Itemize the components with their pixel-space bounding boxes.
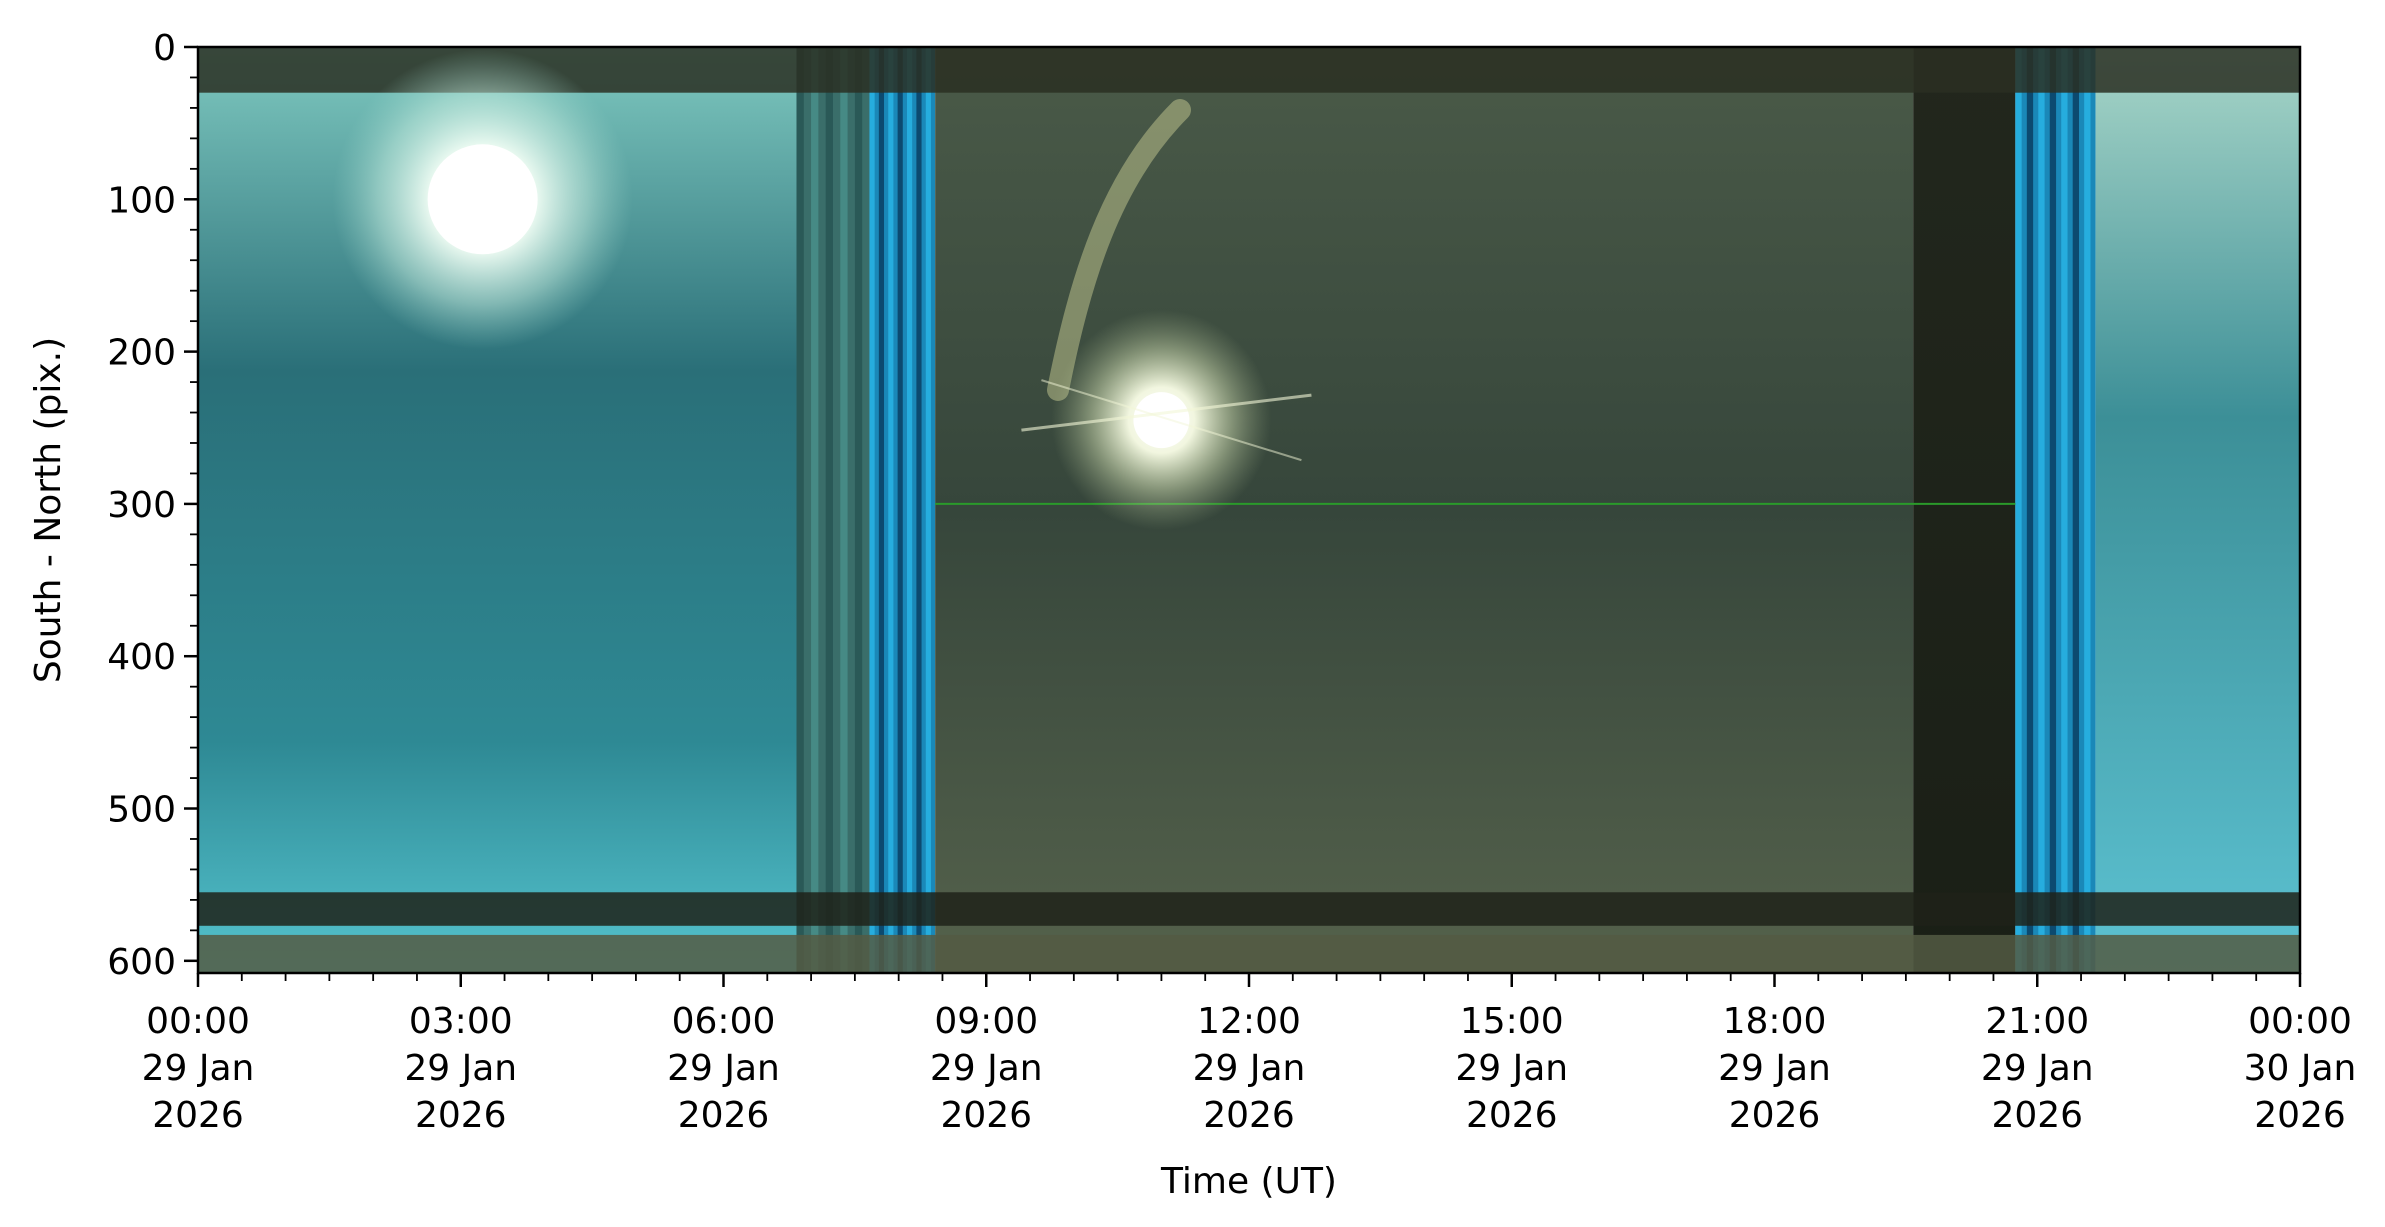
image-stripe [2038, 47, 2045, 973]
x-tick-label-line: 18:00 [1723, 1001, 1827, 1042]
image-stripe [854, 47, 863, 973]
image-stripe [916, 47, 922, 973]
x-tick-label-line: 29 Jan [930, 1048, 1043, 1089]
heatmap-image [198, 47, 2300, 973]
image-stripe [811, 47, 819, 973]
image-band [2095, 47, 2300, 973]
x-tick-label: 21:00 29 Jan 2026 [1981, 1001, 2094, 1136]
y-axis-title: South - North (pix.) [28, 337, 69, 683]
x-tick-label-line: 2026 [678, 1095, 770, 1136]
image-band [935, 47, 1914, 973]
x-tick-label: 15:00 29 Jan 2026 [1455, 1001, 1568, 1136]
image-band [1913, 47, 2016, 973]
image-stripe [2084, 47, 2091, 973]
x-tick-label-line: 2026 [940, 1095, 1032, 1136]
image-stripe [907, 47, 913, 973]
image-stripe [825, 47, 833, 973]
x-tick-label-line: 21:00 [1985, 1001, 2089, 1042]
image-stripe [925, 47, 931, 973]
y-tick-label: 0 [153, 28, 176, 69]
x-tick-label-line: 29 Jan [1981, 1048, 2094, 1089]
x-tick-label-line: 12:00 [1197, 1001, 1301, 1042]
image-stripe [840, 47, 848, 973]
sun-core [427, 144, 538, 255]
image-horizontal-band [198, 934, 2300, 973]
y-tick-label: 200 [107, 333, 176, 374]
y-axis: 0 100 200 300 400 500 600 [107, 28, 198, 983]
moon-flare [1021, 393, 1312, 432]
x-tick-label: 18:00 29 Jan 2026 [1718, 1001, 1831, 1136]
moon-core [1133, 392, 1190, 449]
x-tick-label-line: 30 Jan [2244, 1048, 2357, 1089]
x-tick-label: 12:00 29 Jan 2026 [1193, 1001, 1306, 1136]
image-stripe [796, 47, 804, 973]
image-stripe [878, 47, 885, 973]
y-tick-label: 400 [107, 637, 176, 678]
x-tick-label: 06:00 29 Jan 2026 [667, 1001, 780, 1136]
image-stripe [888, 47, 894, 973]
x-tick-label-line: 2026 [1203, 1095, 1295, 1136]
image-stripe [2015, 47, 2022, 973]
x-tick-label-line: 29 Jan [1193, 1048, 1306, 1089]
y-tick-label: 500 [107, 790, 176, 831]
x-tick-label-line: 15:00 [1460, 1001, 1564, 1042]
x-tick-label-line: 2026 [415, 1095, 507, 1136]
x-axis: 00:00 29 Jan 2026 03:00 29 Jan 2026 06:00 29 Ja… [142, 973, 2357, 1136]
x-tick-label-line: 00:00 [146, 1001, 250, 1042]
x-tick-label-line: 29 Jan [1455, 1048, 1568, 1089]
image-stripe [2072, 47, 2080, 973]
x-tick-label-line: 2026 [152, 1095, 244, 1136]
x-tick-label: 00:00 30 Jan 2026 [2244, 1001, 2357, 1136]
x-tick-label: 00:00 29 Jan 2026 [142, 1001, 255, 1136]
x-tick-label-line: 29 Jan [142, 1048, 255, 1089]
image-trail [1047, 99, 1191, 401]
image-stripe [2049, 47, 2057, 973]
image-stripe [897, 47, 903, 973]
image-stripe [2061, 47, 2068, 973]
moon-flare [1041, 379, 1302, 462]
x-tick-label-line: 09:00 [934, 1001, 1038, 1042]
x-tick-label-line: 00:00 [2248, 1001, 2352, 1042]
x-tick-label-line: 2026 [1991, 1095, 2083, 1136]
x-tick-label-line: 29 Jan [667, 1048, 780, 1089]
y-tick-label: 100 [107, 180, 176, 221]
x-tick-label-line: 29 Jan [404, 1048, 517, 1089]
image-horizontal-band [198, 892, 2300, 926]
x-tick-label: 03:00 29 Jan 2026 [404, 1001, 517, 1136]
image-stripe [869, 47, 875, 973]
x-tick-label: 09:00 29 Jan 2026 [930, 1001, 1043, 1136]
x-tick-label-line: 2026 [2254, 1095, 2346, 1136]
image-stripe [2026, 47, 2034, 973]
x-tick-label-line: 2026 [1466, 1095, 1558, 1136]
x-tick-label-line: 03:00 [409, 1001, 513, 1042]
x-axis-title: Time (UT) [1160, 1161, 1337, 1202]
y-tick-label: 600 [107, 942, 176, 983]
y-tick-label: 300 [107, 485, 176, 526]
x-tick-label-line: 06:00 [672, 1001, 776, 1042]
x-tick-label-line: 29 Jan [1718, 1048, 1831, 1089]
x-tick-label-line: 2026 [1729, 1095, 1821, 1136]
